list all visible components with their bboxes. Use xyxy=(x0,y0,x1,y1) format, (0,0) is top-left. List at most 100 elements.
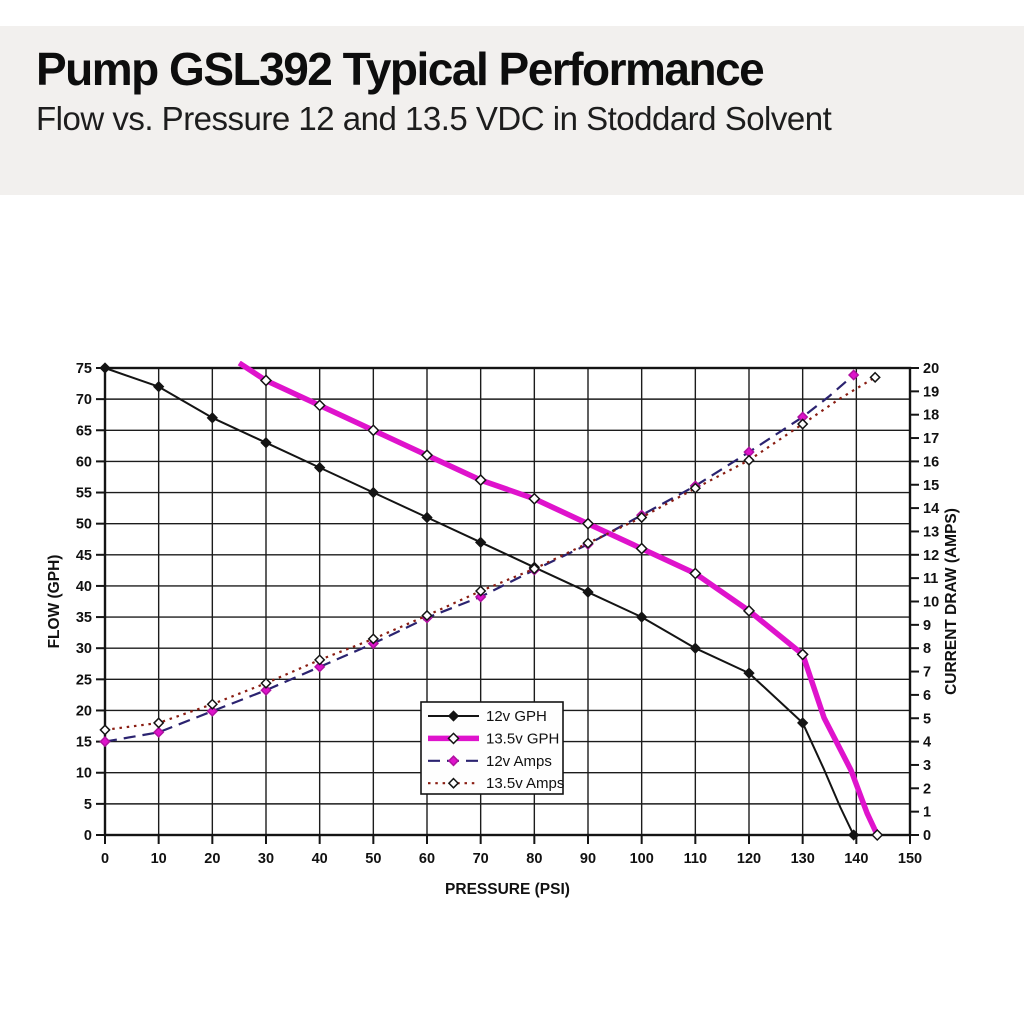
y-axis-flow: 0 5 10 15 20 25 30 35 40 45 50 55 60 65 70 75 FLOW (GPH) xyxy=(46,361,105,844)
legend-item-12v-amps: 12v Amps xyxy=(428,753,552,770)
series-13_5v-amps-marker xyxy=(206,698,218,710)
x-tick-label: 40 xyxy=(312,851,328,867)
series-13_5v-amps-marker xyxy=(153,717,165,729)
y-left-tick-label: 55 xyxy=(76,486,92,502)
series-13_5v-amps xyxy=(99,371,881,736)
legend-box xyxy=(420,701,564,795)
series-12v-amps-marker xyxy=(314,661,326,673)
series-12v-gph-marker xyxy=(582,586,594,598)
series-12v-gph-marker xyxy=(743,667,755,679)
y-right-tick-label: 8 xyxy=(923,641,931,657)
y-right-tick-label: 11 xyxy=(923,571,938,587)
y-left-tick-label: 5 xyxy=(84,797,92,813)
series-13_5v-gph-marker xyxy=(367,424,380,437)
header: Pump GSL392 Typical Performance Flow vs.… xyxy=(0,26,1024,195)
series-12v-amps-line xyxy=(104,374,855,743)
x-tick-label: 0 xyxy=(101,851,109,867)
x-tick-label: 130 xyxy=(791,851,815,867)
series-12v-gph-marker xyxy=(847,829,860,841)
y-left-tick-label: 50 xyxy=(76,517,92,533)
y-left-tick-label: 40 xyxy=(76,579,92,595)
series-13_5v-amps-marker xyxy=(869,371,881,384)
series-13_5v-amps-marker xyxy=(260,677,272,689)
y-left-tick-label: 20 xyxy=(76,703,92,719)
y-right-tick-label: 12 xyxy=(923,548,939,564)
series-12v-gph-marker xyxy=(99,362,111,374)
legend-label: 12v GPH xyxy=(486,708,547,725)
series-13_5v-amps-marker xyxy=(636,511,648,524)
y-left-tick-label: 25 xyxy=(76,672,92,688)
series-13_5v-amps-marker xyxy=(797,418,809,430)
legend-marker-sample xyxy=(447,777,460,789)
y-right-tick-label: 5 xyxy=(923,711,931,727)
y-right-tick-label: 18 xyxy=(923,408,939,424)
series-12v-gph-marker xyxy=(367,486,379,499)
series-13_5v-amps-marker xyxy=(367,633,379,645)
series-13_5v-gph-line xyxy=(237,361,880,837)
series-12v-gph-marker xyxy=(689,642,701,654)
series-13_5v-gph-marker xyxy=(420,449,434,462)
series-13_5v-gph xyxy=(237,361,884,842)
series-13_5v-gph-marker xyxy=(528,492,541,505)
series-12v-gph-marker xyxy=(636,611,648,623)
x-tick-label: 150 xyxy=(898,851,922,867)
series-12v-gph-marker xyxy=(260,437,272,449)
legend-label: 13.5v Amps xyxy=(486,775,564,792)
page-title: Pump GSL392 Typical Performance xyxy=(36,43,765,95)
y-right-tick-label: 3 xyxy=(923,758,931,774)
y-left-tick-label: 60 xyxy=(76,454,92,470)
x-tick-label: 60 xyxy=(419,851,435,867)
x-tick-label: 110 xyxy=(684,851,707,867)
x-tick-label: 20 xyxy=(204,851,220,867)
y-right-tick-label: 4 xyxy=(923,735,931,751)
y-right-axis-title: CURRENT DRAW (AMPS) xyxy=(943,508,960,695)
series-12v-amps-marker xyxy=(206,705,218,717)
series-13_5v-amps-line xyxy=(104,376,876,731)
x-axis: 0 10 20 30 40 50 60 70 80 90 100 110 120 130 140 150 PRE… xyxy=(101,835,922,898)
y-right-tick-label: 16 xyxy=(923,454,939,470)
y-left-tick-label: 65 xyxy=(76,423,92,439)
series-13_5v-gph-marker xyxy=(474,474,487,487)
x-tick-label: 100 xyxy=(630,851,654,867)
legend-item-13_5v-gph: 13.5v GPH xyxy=(428,730,559,747)
y-right-tick-label: 13 xyxy=(923,524,939,540)
chart-panel: 0 10 20 30 40 50 60 70 80 90 100 110 120 130 140 150 PRE… xyxy=(31,283,994,913)
y-right-tick-label: 15 xyxy=(923,478,939,494)
legend-item-13_5v-amps: 13.5v Amps xyxy=(428,775,564,792)
series-13_5v-amps-marker xyxy=(743,454,755,466)
y-right-tick-label: 7 xyxy=(923,665,931,681)
series-12v-gph-marker xyxy=(314,461,326,474)
series-13_5v-gph-marker xyxy=(689,567,702,580)
x-tick-label: 50 xyxy=(365,851,381,867)
legend-marker-sample xyxy=(447,755,460,767)
y-left-tick-label: 75 xyxy=(76,361,92,377)
series-13_5v-gph-marker xyxy=(581,517,595,530)
series-13_5v-amps-marker xyxy=(528,563,540,575)
y-right-tick-label: 10 xyxy=(923,595,939,611)
y-left-tick-label: 30 xyxy=(76,641,92,657)
series-13_5v-amps-marker xyxy=(421,609,433,622)
legend-marker-sample xyxy=(447,710,460,722)
series-12v-gph-marker xyxy=(421,511,433,524)
legend-marker-sample xyxy=(447,732,460,745)
y-left-tick-label: 45 xyxy=(76,548,92,564)
page-subtitle: Flow vs. Pressure 12 and 13.5 VDC in Sto… xyxy=(36,100,832,137)
x-tick-label: 70 xyxy=(473,851,489,867)
series-13_5v-gph-marker xyxy=(635,542,648,555)
x-tick-label: 120 xyxy=(737,851,761,867)
series-12v-amps-marker xyxy=(153,726,165,738)
series-13_5v-amps-marker xyxy=(582,537,594,549)
legend-label: 12v Amps xyxy=(486,753,552,770)
series-13_5v-amps-marker xyxy=(689,482,701,494)
y-left-tick-label: 15 xyxy=(76,735,92,751)
series-12v-amps-marker xyxy=(260,684,272,696)
x-tick-label: 90 xyxy=(580,851,596,867)
series-13_5v-gph-marker xyxy=(871,828,884,842)
series-13_5v-gph-marker xyxy=(259,374,273,387)
series-13_5v-gph-marker xyxy=(796,648,809,661)
y-left-axis-title: FLOW (GPH) xyxy=(46,555,63,649)
y-left-tick-label: 35 xyxy=(76,610,92,626)
x-tick-label: 30 xyxy=(258,851,274,867)
y-right-tick-label: 2 xyxy=(923,781,931,797)
y-right-tick-label: 0 xyxy=(923,828,931,844)
